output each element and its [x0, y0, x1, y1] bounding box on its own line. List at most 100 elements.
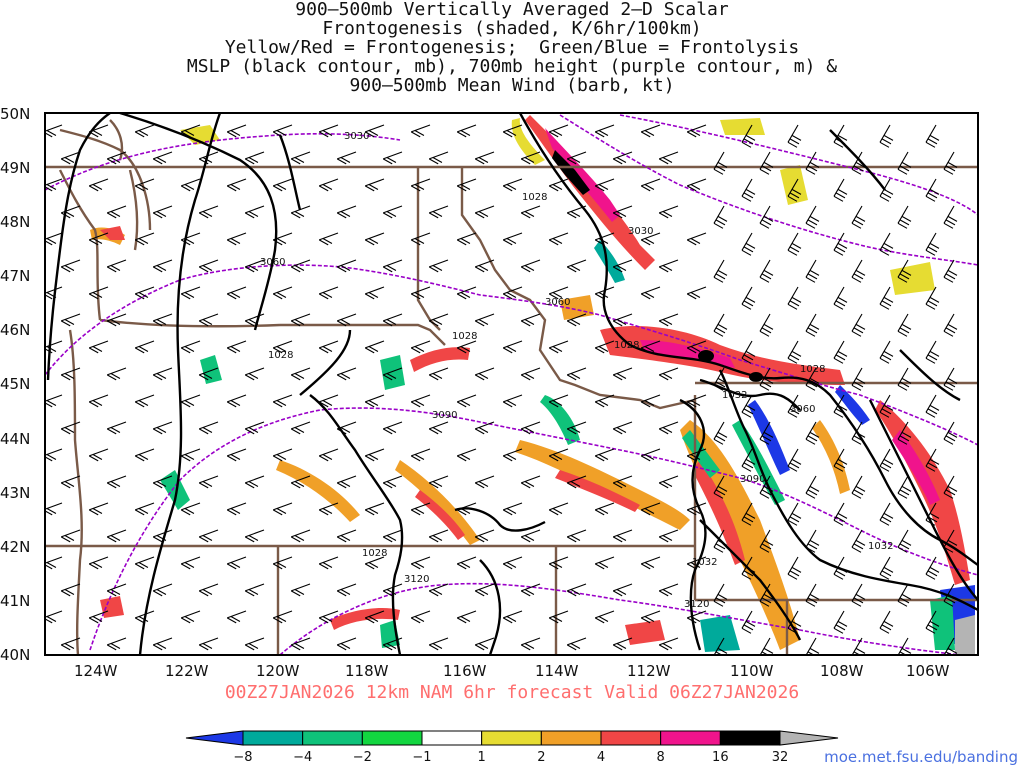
- wind-barb: [741, 394, 756, 418]
- height-label: 3030: [344, 131, 369, 142]
- wind-barb: [833, 610, 848, 634]
- wind-barb: [456, 286, 477, 300]
- wind-barb: [45, 178, 63, 192]
- wind-barb: [382, 421, 403, 435]
- wind-barb: [198, 637, 219, 651]
- wind-barb: [336, 637, 357, 651]
- wind-barb: [88, 124, 109, 138]
- wind-barb: [713, 529, 728, 553]
- wind-barb: [925, 448, 940, 472]
- wind-barb: [134, 556, 155, 570]
- wind-barb: [658, 421, 679, 435]
- wind-barb: [879, 394, 894, 418]
- wind-barb: [805, 313, 820, 337]
- wind-barb: [198, 367, 219, 381]
- mslp-label: 1032: [868, 541, 893, 552]
- wind-barb: [336, 421, 357, 435]
- height-label: 3060: [790, 404, 815, 415]
- source-credit: moe.met.fsu.edu/banding: [824, 748, 1018, 766]
- wind-barb: [226, 448, 247, 462]
- wind-barb: [336, 367, 357, 381]
- colorbar-label: 16: [712, 750, 729, 765]
- wind-barb: [502, 286, 523, 300]
- wind-barb: [152, 205, 173, 219]
- wind-barb: [226, 610, 247, 624]
- wind-barb: [198, 205, 219, 219]
- colorbar-swatch: [600, 730, 662, 746]
- lon-label-120w: 120W: [256, 662, 300, 680]
- wind-barb: [897, 259, 912, 283]
- wind-barb: [272, 394, 293, 408]
- wind-barb: [60, 475, 81, 489]
- height-contours: [45, 114, 978, 655]
- wind-barb: [686, 610, 707, 624]
- wind-barb: [134, 340, 155, 354]
- wind-barb: [180, 178, 201, 192]
- colorbar-swatch: [242, 730, 304, 746]
- wind-barb: [226, 178, 247, 192]
- lat-label-41n: 41N: [0, 592, 30, 610]
- wind-barb: [336, 583, 357, 597]
- wind-barb: [594, 556, 615, 570]
- colorbar-label: −4: [293, 750, 312, 765]
- wind-barb: [851, 205, 866, 229]
- wind-barb: [410, 502, 431, 516]
- wind-barb: [198, 475, 219, 489]
- wind-barb: [943, 313, 958, 337]
- wind-barb: [502, 394, 523, 408]
- wind-barb: [502, 610, 523, 624]
- wind-barb: [612, 259, 633, 273]
- wind-barb: [180, 124, 201, 138]
- wind-barb: [787, 124, 802, 148]
- wind-barb: [713, 151, 728, 175]
- wind-barb: [336, 259, 357, 273]
- wind-barb: [925, 610, 940, 634]
- wind-barb: [520, 583, 541, 597]
- height-label: 3120: [404, 574, 429, 585]
- wind-barb: [88, 610, 109, 624]
- political-borders: [45, 119, 978, 655]
- colorbar-label: 1: [478, 750, 486, 765]
- wind-barb: [180, 232, 201, 246]
- wind-barb: [787, 610, 802, 634]
- wind-barb: [244, 151, 265, 165]
- wind-barb: [640, 286, 661, 300]
- wind-barb: [502, 232, 523, 246]
- wind-barb: [45, 502, 63, 516]
- wind-barb: [290, 475, 311, 489]
- wind-barb: [548, 448, 569, 462]
- wind-barb: [152, 313, 173, 327]
- wind-barb: [272, 556, 293, 570]
- wind-barb: [851, 367, 866, 391]
- wind-barb: [879, 448, 894, 472]
- wind-barb: [520, 205, 541, 219]
- wind-barb: [364, 232, 385, 246]
- wind-barb: [612, 205, 633, 219]
- wind-barb: [548, 502, 569, 516]
- wind-barb: [134, 178, 155, 192]
- wind-barb: [594, 232, 615, 246]
- wind-barb: [474, 421, 495, 435]
- wind-barb: [925, 394, 940, 418]
- wind-barb: [318, 124, 339, 138]
- wind-barb: [364, 286, 385, 300]
- wind-barb: [152, 475, 173, 489]
- wind-barb: [805, 475, 820, 499]
- wind-barb: [566, 367, 587, 381]
- wind-barb: [805, 151, 820, 175]
- title-block: 900–500mb Vertically Averaged 2–D Scalar…: [0, 0, 1024, 95]
- wind-barb: [759, 475, 774, 499]
- colorbar-label: 8: [657, 750, 665, 765]
- wind-barb: [428, 421, 449, 435]
- wind-barb: [364, 340, 385, 354]
- mslp-contours: [46, 113, 978, 655]
- wind-barb: [382, 475, 403, 489]
- colorbar-swatch: [302, 730, 363, 746]
- wind-barb: [879, 124, 894, 148]
- wind-barb: [382, 259, 403, 273]
- wind-barb: [134, 232, 155, 246]
- wind-barb: [759, 421, 774, 445]
- wind-barb: [88, 448, 109, 462]
- wind-barb: [318, 448, 339, 462]
- wind-barb: [272, 448, 293, 462]
